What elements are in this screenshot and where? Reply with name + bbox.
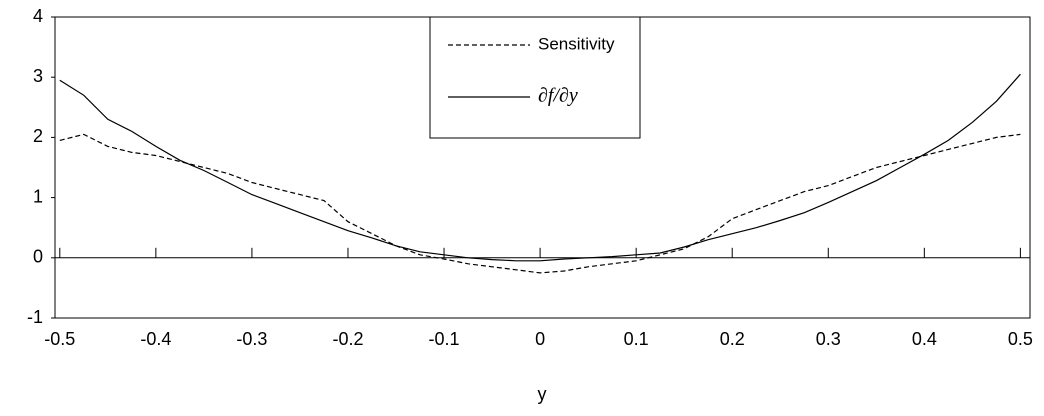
legend-box (429, 16, 641, 139)
x-tick-label: -0.1 (429, 329, 460, 349)
x-tick-label: 0 (535, 329, 545, 349)
series-line (59, 133, 1021, 274)
legend-label: Sensitivity (538, 34, 615, 53)
y-tick-label: 0 (33, 247, 43, 267)
y-tick-label: 3 (33, 66, 43, 86)
legend-label: ∂f/∂y (538, 85, 578, 107)
x-tick-label: 0.4 (912, 329, 937, 349)
x-tick-label: -0.2 (332, 329, 363, 349)
x-tick-label: 0.5 (1008, 329, 1033, 349)
y-tick-label: 2 (33, 126, 43, 146)
x-tick-label: -0.3 (236, 329, 267, 349)
x-tick-label: 0.1 (624, 329, 649, 349)
x-tick-label: -0.4 (140, 329, 171, 349)
x-axis-label: y (538, 384, 547, 404)
x-tick-label: -0.5 (44, 329, 75, 349)
y-tick-label: 1 (33, 186, 43, 206)
y-tick-label: -1 (27, 307, 43, 327)
y-tick-label: 4 (33, 6, 43, 26)
series-line (59, 73, 1021, 262)
x-tick-label: 0.2 (720, 329, 745, 349)
x-tick-label: 0.3 (816, 329, 841, 349)
